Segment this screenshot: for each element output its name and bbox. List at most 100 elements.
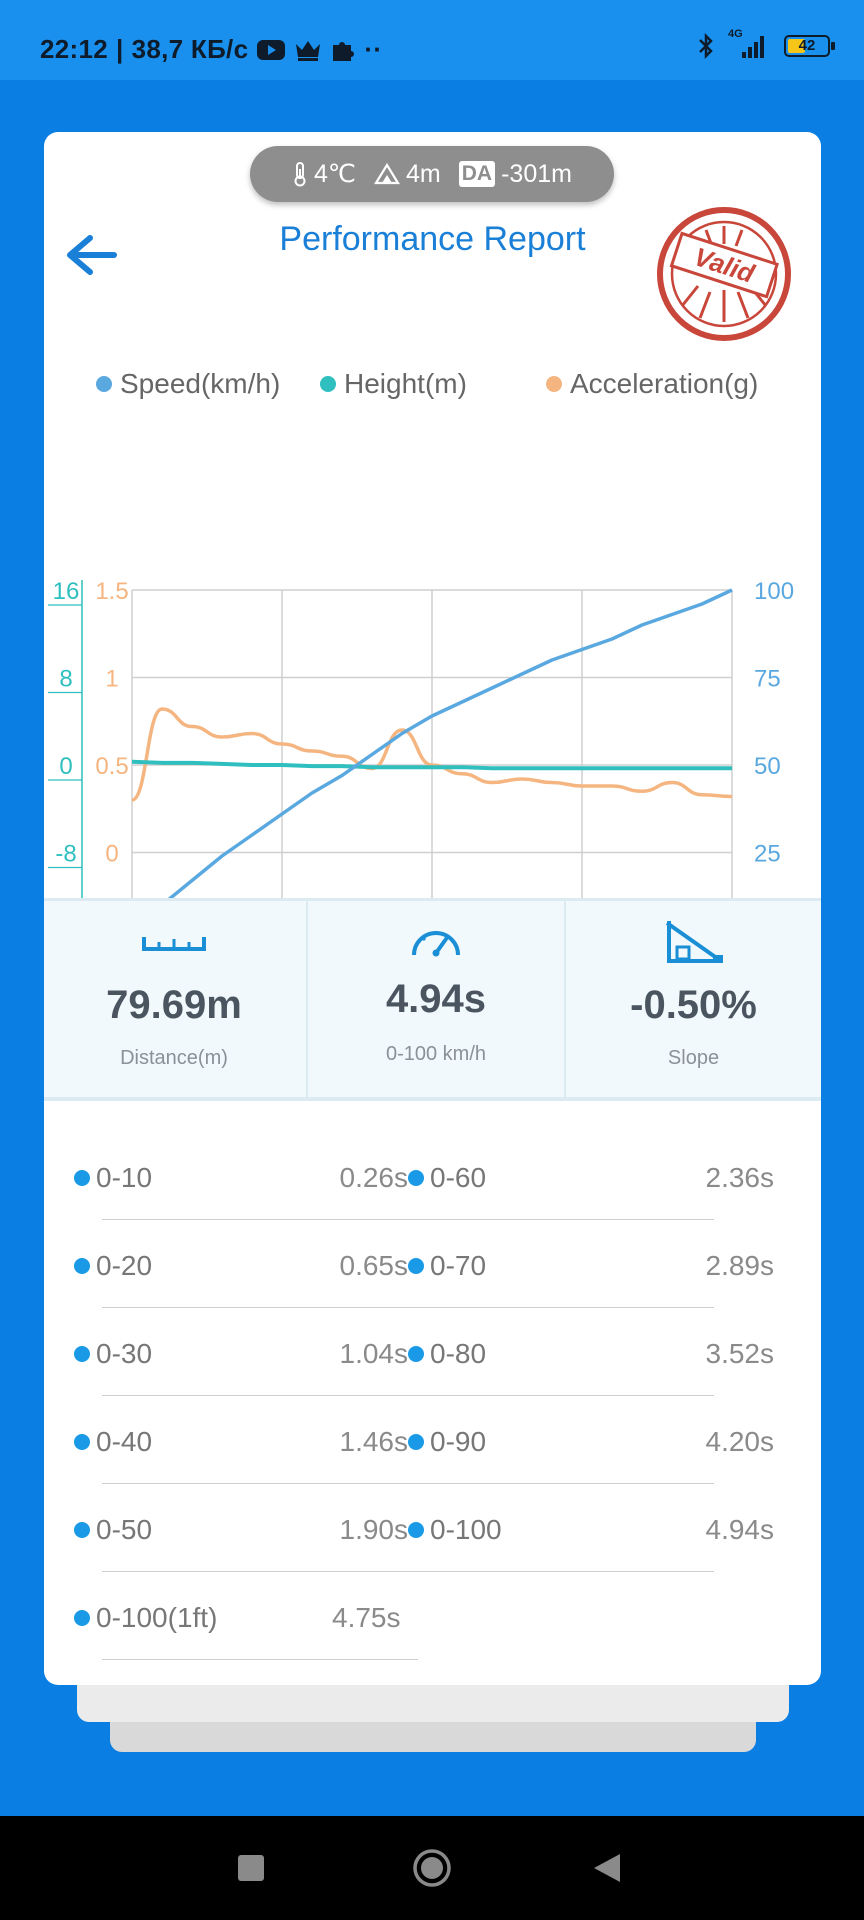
split-dot	[74, 1258, 90, 1274]
altitude-group: 4m	[374, 160, 441, 189]
status-right: 4G 42	[696, 28, 835, 60]
signal-icon: 4G	[728, 28, 772, 60]
stat-slope: -0.50% Slope	[566, 901, 821, 1097]
split-dot	[408, 1346, 424, 1362]
accel-tick-label: 1.5	[95, 578, 128, 605]
split-row: 0-10 0.26s	[44, 1132, 408, 1220]
split-value: 4.75s	[332, 1602, 401, 1633]
distance-label: Distance(m)	[120, 1047, 228, 1069]
row-divider	[102, 1218, 408, 1220]
split-row: 0-90 4.20s	[408, 1396, 774, 1484]
legend-speed-label: Speed(km/h)	[120, 368, 281, 399]
split-label: 0-90	[430, 1426, 487, 1457]
slope-icon	[665, 921, 723, 963]
row-divider	[102, 1570, 408, 1572]
time-label: 0-100 km/h	[385, 1043, 487, 1065]
altitude-value: 4m	[406, 159, 441, 188]
split-dot	[408, 1522, 424, 1538]
status-bar: 22:12 | 38,7 КБ/с ·· 4G 42	[0, 0, 864, 80]
height-tick-label: 0	[59, 753, 72, 780]
height-tick-label: -8	[55, 841, 76, 868]
home-button[interactable]	[412, 1848, 452, 1888]
split-row: 0-60 2.36s	[408, 1132, 774, 1220]
row-divider	[102, 1394, 408, 1396]
chart-grid	[81, 580, 733, 950]
height-line	[131, 759, 732, 771]
split-dot	[74, 1610, 90, 1626]
chart-series	[130, 588, 733, 942]
split-label: 0-70	[430, 1250, 487, 1281]
chart-legend: Speed(km/h) Height(m) Acceleration(g)	[70, 368, 810, 408]
split-dot	[408, 1258, 424, 1274]
split-dot	[74, 1170, 90, 1186]
back-button[interactable]	[60, 220, 120, 290]
slope-value: -0.50%	[630, 983, 757, 1027]
speed-tick-label: 75	[754, 666, 781, 693]
split-label: 0-40	[96, 1426, 153, 1457]
legend-accel-dot	[546, 376, 562, 392]
da-badge: DA	[458, 161, 496, 187]
back-nav-button[interactable]	[592, 1852, 622, 1884]
split-row: 0-30 1.04s	[44, 1308, 408, 1396]
system-nav-bar	[0, 1816, 864, 1920]
split-dot	[408, 1434, 424, 1450]
legend-speed: Speed(km/h)	[96, 368, 280, 400]
split-value: 4.20s	[705, 1426, 775, 1457]
split-dot	[74, 1346, 90, 1362]
split-value: 4.94s	[705, 1514, 775, 1545]
thermometer-icon	[294, 162, 306, 187]
status-separator: |	[116, 34, 124, 64]
network-type: 4G	[728, 28, 743, 40]
split-label: 0-10	[96, 1162, 153, 1193]
time-value: 4.94s	[385, 977, 487, 1021]
speed-tick-label: 100	[754, 578, 794, 605]
split-value: 2.89s	[705, 1250, 775, 1281]
split-label: 0-30	[96, 1338, 153, 1369]
back-arrow-icon	[67, 235, 117, 275]
distance-value: 79.69m	[106, 983, 242, 1027]
height-tick-label: 16	[53, 578, 80, 605]
recents-button[interactable]	[237, 1854, 265, 1882]
split-row: 0-40 1.46s	[44, 1396, 408, 1484]
split-row: 0-50 1.90s	[44, 1484, 408, 1572]
slope-label: Slope	[667, 1047, 720, 1069]
speed-tick-label: 25	[754, 841, 781, 868]
battery-icon: 42	[784, 35, 835, 57]
legend-height: Height(m)	[320, 368, 467, 400]
puzzle-icon	[333, 41, 355, 61]
battery-level: 42	[798, 37, 816, 54]
split-value: 3.52s	[705, 1338, 775, 1369]
summary-stats: 79.69m Distance(m) 4.94s 0-100 km/h -0.5…	[44, 898, 821, 1101]
stat-time: 4.94s 0-100 km/h	[308, 901, 564, 1097]
split-label: 0-80	[430, 1338, 487, 1369]
accel-tick-label: 0.5	[95, 753, 128, 780]
row-divider	[102, 1306, 408, 1308]
acceleration-line	[131, 707, 733, 802]
split-row: 0-70 2.89s	[408, 1220, 774, 1308]
mountain-icon	[374, 163, 400, 185]
accel-tick-label: 0	[105, 841, 118, 868]
density-altitude-value: -301m	[501, 159, 572, 188]
height-tick-label: 8	[59, 666, 72, 693]
temperature-value: 4℃	[314, 160, 357, 188]
ruler-icon	[142, 937, 206, 951]
split-value: 0.26s	[339, 1162, 409, 1193]
stat-distance: 79.69m Distance(m)	[44, 901, 304, 1097]
split-value: 2.36s	[705, 1162, 775, 1193]
density-altitude-group: DA -301m	[458, 159, 572, 189]
split-row: 0-20 0.65s	[44, 1220, 408, 1308]
split-label: 0-100	[430, 1514, 502, 1545]
split-dot	[74, 1522, 90, 1538]
more-notifications-icon: ··	[364, 34, 383, 64]
split-value: 1.46s	[339, 1426, 409, 1457]
split-label: 0-20	[96, 1250, 153, 1281]
split-label: 0-60	[430, 1162, 487, 1193]
valid-stamp: Valid	[657, 207, 791, 341]
row-divider	[102, 1482, 408, 1484]
row-divider	[102, 1658, 418, 1660]
network-speed: 38,7 КБ/с	[131, 34, 249, 64]
split-label: 0-100(1ft)	[96, 1602, 218, 1633]
report-card: 4℃ 4m DA -301m Performance Report Valid	[44, 132, 821, 1685]
speedometer-icon	[412, 931, 460, 957]
row-divider	[408, 1482, 714, 1484]
